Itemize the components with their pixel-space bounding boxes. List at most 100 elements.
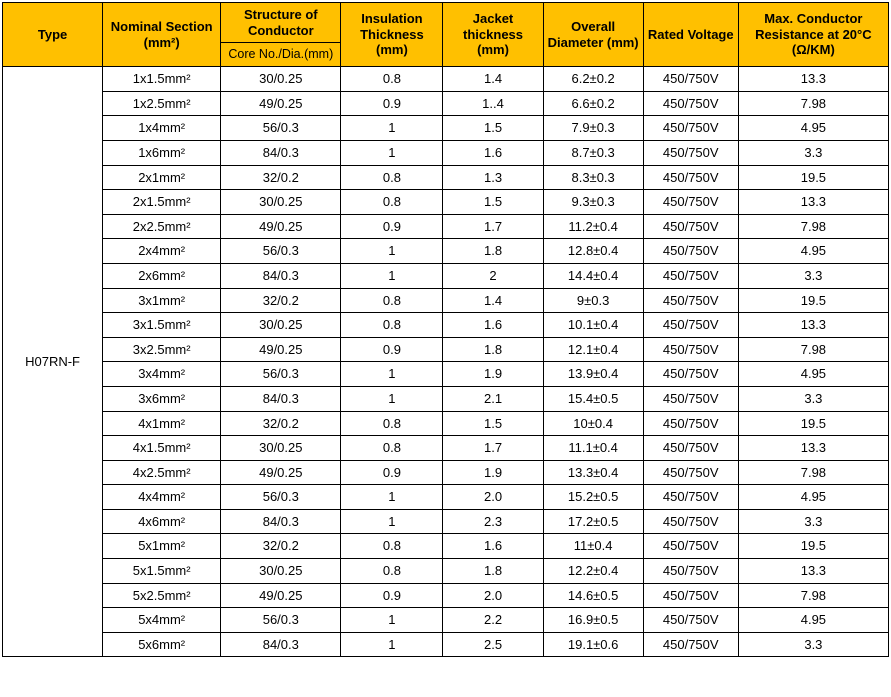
cell-nominal: 5x1mm² (103, 534, 221, 559)
cell-resistance: 3.3 (738, 509, 888, 534)
cell-nominal: 4x6mm² (103, 509, 221, 534)
cell-resistance: 4.95 (738, 608, 888, 633)
cell-nominal: 2x1mm² (103, 165, 221, 190)
cell-insulation: 0.9 (341, 583, 443, 608)
cell-insulation: 0.9 (341, 214, 443, 239)
col-jacket: Jacket thickness (mm) (443, 3, 543, 67)
cell-jacket: 1.7 (443, 436, 543, 461)
cell-insulation: 1 (341, 608, 443, 633)
cell-voltage: 450/750V (643, 386, 738, 411)
cell-structure: 56/0.3 (221, 362, 341, 387)
cell-insulation: 0.8 (341, 534, 443, 559)
cell-structure: 30/0.25 (221, 436, 341, 461)
cell-insulation: 0.8 (341, 559, 443, 584)
table-row: 3x1mm²32/0.20.81.49±0.3450/750V19.5 (3, 288, 889, 313)
cell-voltage: 450/750V (643, 313, 738, 338)
cell-jacket: 1.9 (443, 460, 543, 485)
cell-jacket: 1.4 (443, 288, 543, 313)
cell-voltage: 450/750V (643, 534, 738, 559)
cell-diameter: 10.1±0.4 (543, 313, 643, 338)
cell-structure: 32/0.2 (221, 288, 341, 313)
cell-jacket: 1.8 (443, 239, 543, 264)
cell-structure: 56/0.3 (221, 116, 341, 141)
cell-voltage: 450/750V (643, 411, 738, 436)
cell-voltage: 450/750V (643, 214, 738, 239)
cell-insulation: 0.8 (341, 436, 443, 461)
cell-structure: 30/0.25 (221, 67, 341, 92)
table-row: 5x4mm²56/0.312.216.9±0.5450/750V4.95 (3, 608, 889, 633)
cell-nominal: 3x1mm² (103, 288, 221, 313)
cell-voltage: 450/750V (643, 67, 738, 92)
cell-insulation: 1 (341, 509, 443, 534)
table-row: 3x6mm²84/0.312.115.4±0.5450/750V3.3 (3, 386, 889, 411)
cell-jacket: 1.9 (443, 362, 543, 387)
cell-structure: 84/0.3 (221, 263, 341, 288)
table-row: 2x2.5mm²49/0.250.91.711.2±0.4450/750V7.9… (3, 214, 889, 239)
cell-resistance: 13.3 (738, 67, 888, 92)
cell-nominal: 1x1.5mm² (103, 67, 221, 92)
cell-diameter: 8.3±0.3 (543, 165, 643, 190)
cell-resistance: 4.95 (738, 116, 888, 141)
cell-resistance: 4.95 (738, 485, 888, 510)
cell-resistance: 13.3 (738, 559, 888, 584)
cell-voltage: 450/750V (643, 140, 738, 165)
cell-diameter: 9.3±0.3 (543, 190, 643, 215)
cell-diameter: 10±0.4 (543, 411, 643, 436)
table-header: Type Nominal Section (mm²) Structure of … (3, 3, 889, 67)
cell-diameter: 11.1±0.4 (543, 436, 643, 461)
cell-insulation: 0.9 (341, 91, 443, 116)
cell-jacket: 1.8 (443, 337, 543, 362)
cell-jacket: 2.1 (443, 386, 543, 411)
cell-insulation: 1 (341, 140, 443, 165)
cell-nominal: 2x1.5mm² (103, 190, 221, 215)
cell-resistance: 19.5 (738, 534, 888, 559)
cell-nominal: 5x4mm² (103, 608, 221, 633)
cell-nominal: 4x1mm² (103, 411, 221, 436)
cell-voltage: 450/750V (643, 239, 738, 264)
cell-voltage: 450/750V (643, 337, 738, 362)
cell-insulation: 0.8 (341, 190, 443, 215)
cell-structure: 56/0.3 (221, 239, 341, 264)
table-row: 3x2.5mm²49/0.250.91.812.1±0.4450/750V7.9… (3, 337, 889, 362)
cell-voltage: 450/750V (643, 436, 738, 461)
cell-nominal: 3x2.5mm² (103, 337, 221, 362)
cell-structure: 56/0.3 (221, 485, 341, 510)
table-row: 2x1.5mm²30/0.250.81.59.3±0.3450/750V13.3 (3, 190, 889, 215)
cable-spec-table: Type Nominal Section (mm²) Structure of … (2, 2, 889, 657)
cell-voltage: 450/750V (643, 288, 738, 313)
cell-voltage: 450/750V (643, 91, 738, 116)
cell-resistance: 4.95 (738, 362, 888, 387)
cell-insulation: 1 (341, 362, 443, 387)
cell-diameter: 15.4±0.5 (543, 386, 643, 411)
table-row: 1x4mm²56/0.311.57.9±0.3450/750V4.95 (3, 116, 889, 141)
cell-diameter: 12.1±0.4 (543, 337, 643, 362)
cell-nominal: 2x4mm² (103, 239, 221, 264)
cell-insulation: 0.8 (341, 288, 443, 313)
cell-nominal: 3x6mm² (103, 386, 221, 411)
cell-resistance: 19.5 (738, 165, 888, 190)
cell-diameter: 9±0.3 (543, 288, 643, 313)
type-cell: H07RN-F (3, 67, 103, 657)
cell-nominal: 1x6mm² (103, 140, 221, 165)
col-insulation: Insulation Thickness (mm) (341, 3, 443, 67)
cell-insulation: 0.8 (341, 313, 443, 338)
cell-jacket: 2.0 (443, 583, 543, 608)
cell-diameter: 17.2±0.5 (543, 509, 643, 534)
cell-voltage: 450/750V (643, 559, 738, 584)
col-nominal: Nominal Section (mm²) (103, 3, 221, 67)
cell-resistance: 13.3 (738, 436, 888, 461)
cell-resistance: 13.3 (738, 313, 888, 338)
cell-structure: 49/0.25 (221, 91, 341, 116)
cell-structure: 84/0.3 (221, 140, 341, 165)
cell-resistance: 7.98 (738, 337, 888, 362)
cell-voltage: 450/750V (643, 116, 738, 141)
cell-nominal: 5x6mm² (103, 632, 221, 657)
table-row: 2x1mm²32/0.20.81.38.3±0.3450/750V19.5 (3, 165, 889, 190)
cell-resistance: 3.3 (738, 386, 888, 411)
cell-nominal: 4x4mm² (103, 485, 221, 510)
table-row: 5x1.5mm²30/0.250.81.812.2±0.4450/750V13.… (3, 559, 889, 584)
cell-diameter: 15.2±0.5 (543, 485, 643, 510)
col-type: Type (3, 3, 103, 67)
cell-jacket: 2 (443, 263, 543, 288)
cell-structure: 30/0.25 (221, 313, 341, 338)
